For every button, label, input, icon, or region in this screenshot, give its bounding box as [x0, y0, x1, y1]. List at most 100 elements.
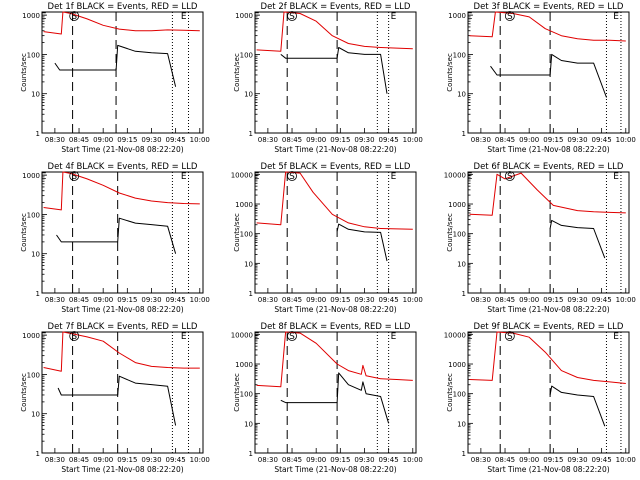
phase-marker-e: E	[613, 172, 619, 182]
phase-marker-s: S	[71, 172, 77, 182]
x-tick-label: 09:30	[141, 296, 161, 304]
y-tick-label: 10	[244, 91, 253, 99]
x-tick-label: 09:30	[354, 456, 374, 464]
x-tick-label: 09:00	[519, 296, 539, 304]
x-tick-label: 09:30	[141, 456, 161, 464]
x-tick-label: 09:15	[330, 296, 350, 304]
x-tick-label: 09:45	[379, 296, 399, 304]
x-tick-label: 09:15	[543, 296, 563, 304]
x-tick-label: 08:45	[282, 296, 302, 304]
series-line-red	[256, 171, 413, 230]
y-axis-label: Counts/sec	[20, 213, 28, 252]
x-tick-label: 09:45	[592, 456, 612, 464]
x-tick-label: 08:30	[45, 456, 65, 464]
x-tick-label: 09:15	[330, 136, 350, 144]
phase-marker-e: E	[254, 332, 260, 342]
x-tick-label: 09:45	[592, 136, 612, 144]
y-tick-label: 1000	[448, 12, 466, 20]
chart-title: Det 7f BLACK = Events, RED = LLD	[48, 322, 198, 332]
x-tick-label: 10:00	[190, 456, 210, 464]
x-tick-label: 10:00	[190, 136, 210, 144]
x-tick-label: 10:00	[403, 136, 423, 144]
phase-marker-e: E	[254, 12, 260, 22]
series-line-red	[469, 11, 626, 42]
phase-marker-e: E	[181, 332, 187, 342]
phase-marker-e: E	[467, 172, 473, 182]
y-tick-label: 100	[27, 211, 40, 219]
phase-marker-e: E	[613, 12, 619, 22]
x-tick-label: 08:30	[258, 296, 278, 304]
y-tick-label: 1	[36, 130, 40, 138]
series-line-black	[280, 47, 388, 94]
series-line-black	[57, 375, 177, 426]
phase-marker-s: S	[289, 12, 295, 22]
y-tick-label: 100	[27, 51, 40, 59]
phase-marker-e: E	[41, 332, 47, 342]
chart-title: Det 4f BLACK = Events, RED = LLD	[48, 162, 198, 172]
y-tick-label: 1	[36, 450, 40, 458]
x-tick-label: 09:00	[306, 296, 326, 304]
x-tick-label: 09:00	[93, 136, 113, 144]
phase-marker-e: E	[254, 172, 260, 182]
chart-title: Det 3f BLACK = Events, RED = LLD	[474, 2, 624, 12]
x-tick-label: 10:00	[616, 136, 636, 144]
y-tick-label: 1000	[22, 12, 40, 20]
phase-marker-e: E	[467, 12, 473, 22]
phase-marker-s: S	[507, 332, 513, 342]
x-tick-label: 09:15	[330, 456, 350, 464]
x-tick-label: 09:45	[166, 136, 186, 144]
x-tick-label: 09:15	[543, 456, 563, 464]
chart-title: Det 2f BLACK = Events, RED = LLD	[261, 2, 411, 12]
y-tick-label: 1	[249, 130, 253, 138]
y-tick-label: 10000	[444, 331, 466, 339]
plot-frame	[254, 11, 417, 134]
y-tick-label: 10000	[444, 171, 466, 179]
y-tick-label: 1000	[22, 332, 40, 340]
x-tick-label: 08:45	[495, 136, 515, 144]
y-axis-label: Counts/sec	[446, 213, 454, 252]
x-tick-label: 10:00	[616, 456, 636, 464]
x-tick-label: 08:45	[69, 136, 89, 144]
plot-frame	[467, 11, 630, 134]
x-tick-label: 09:15	[117, 456, 137, 464]
y-tick-label: 10	[244, 260, 253, 268]
x-axis-label: Start Time (21-Nov-08 08:22:20)	[487, 465, 609, 474]
phase-marker-e: E	[391, 172, 397, 182]
x-tick-label: 09:00	[93, 456, 113, 464]
phase-marker-circle	[504, 331, 515, 341]
y-tick-label: 10	[31, 411, 40, 419]
x-tick-label: 09:00	[306, 136, 326, 144]
phase-marker-e: E	[181, 12, 187, 22]
chart-panel-8: Det 8f BLACK = Events, RED = LLD 1 10 100 10…	[231, 322, 423, 474]
chart-panel-7: Det 7f BLACK = Events, RED = LLD 1 10 100 10…	[20, 322, 210, 474]
series-line-black	[490, 53, 607, 98]
x-tick-label: 08:30	[258, 456, 278, 464]
x-tick-label: 08:30	[45, 296, 65, 304]
x-tick-label: 10:00	[403, 456, 423, 464]
y-tick-label: 1	[249, 290, 253, 298]
x-axis-label: Start Time (21-Nov-08 08:22:20)	[487, 305, 609, 314]
x-tick-label: 08:45	[69, 456, 89, 464]
series-line-red	[256, 331, 413, 388]
x-tick-label: 09:30	[567, 296, 587, 304]
series-line-red	[256, 11, 413, 52]
x-tick-label: 08:45	[282, 456, 302, 464]
y-axis-label: Counts/sec	[233, 373, 241, 412]
phase-marker-s: S	[507, 172, 513, 182]
series-line-red	[43, 331, 200, 372]
phase-marker-circle	[504, 11, 515, 21]
y-axis-label: Counts/sec	[446, 53, 454, 92]
y-tick-label: 100	[240, 231, 253, 239]
phase-marker-s: S	[507, 12, 513, 22]
x-tick-label: 08:45	[282, 136, 302, 144]
y-tick-label: 10	[31, 91, 40, 99]
x-tick-label: 08:30	[471, 296, 491, 304]
x-tick-label: 08:45	[69, 296, 89, 304]
plot-frame	[41, 331, 204, 454]
phase-marker-e: E	[181, 172, 187, 182]
series-line-black	[549, 219, 606, 259]
y-axis-label: Counts/sec	[233, 53, 241, 92]
phase-marker-circle	[69, 171, 80, 181]
y-tick-label: 1	[36, 290, 40, 298]
